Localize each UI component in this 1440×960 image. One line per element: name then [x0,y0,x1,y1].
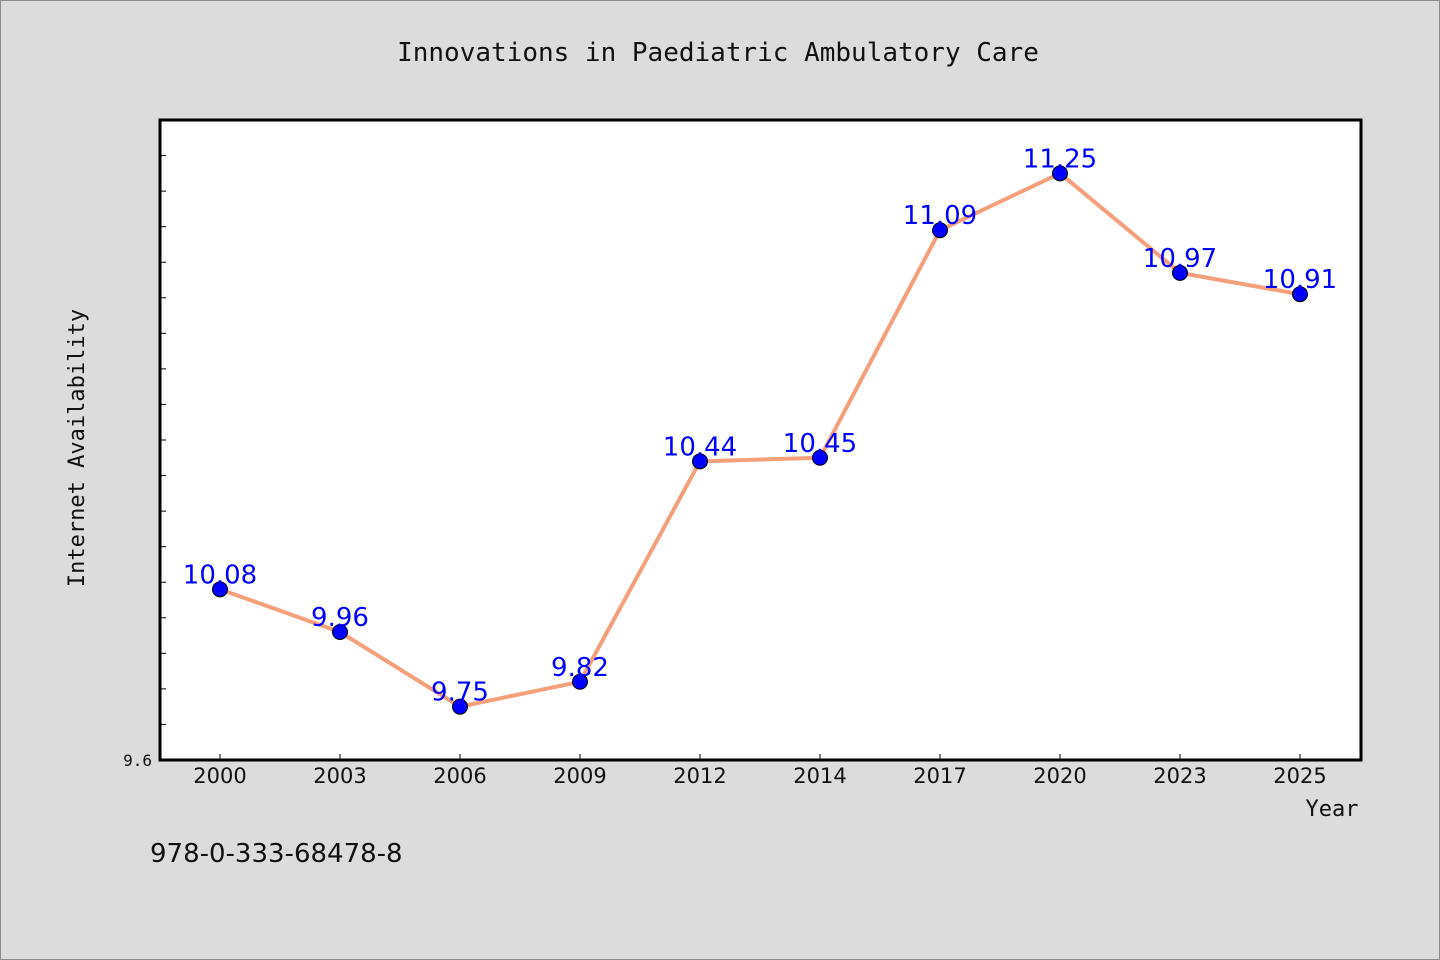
x-tick-label: 2020 [1033,764,1086,788]
y-axis-ticks: 9.6 [123,155,166,770]
x-tick-label: 2012 [673,764,726,788]
x-tick-label: 2014 [793,764,846,788]
y-tick-label: 9.6 [123,751,152,770]
data-point [1172,264,1188,281]
series-line-group [219,171,1301,709]
x-tick-label: 2025 [1273,764,1326,788]
isbn-text: 978-0-333-68478-8 [150,839,403,869]
data-label: 11.25 [1023,144,1097,174]
data-point [1292,286,1308,303]
x-tick-label: 2009 [553,764,606,788]
data-label: 9.82 [551,653,609,683]
data-point [812,449,828,466]
x-tick-label: 2000 [193,764,246,788]
data-point [932,222,948,239]
data-point [1052,165,1068,182]
x-tick-label: 2006 [433,764,486,788]
data-label: 10.45 [783,429,857,459]
data-point [212,581,228,598]
data-label: 10.08 [183,560,257,590]
data-label: 10.44 [663,432,737,462]
data-label: 10.97 [1143,244,1217,274]
series-line [219,171,1301,709]
data-point [452,698,468,715]
data-point [692,453,708,470]
plot-area [158,118,1363,762]
data-point [332,624,348,640]
data-label: 9.75 [431,678,489,708]
x-axis-label: Year [1306,797,1359,822]
data-point [572,673,588,690]
x-axis-ticks: 2000 2003 2006 2009 2012 2014 2017 2020 2023 2025 [193,754,1327,788]
x-tick-label: 2003 [313,764,366,788]
data-label: 9.96 [311,603,369,633]
chart-title: Innovations in Paediatric Ambulatory Car… [397,38,1039,68]
data-label: 10.91 [1263,265,1337,295]
x-tick-label: 2023 [1153,764,1206,788]
data-label: 11.09 [903,201,977,231]
x-tick-label: 2017 [913,764,966,788]
data-label-group: 10.08 9.96 9.75 9.82 10.44 10.45 11.09 11.25 10.… [183,144,1337,707]
marker-group [212,165,1308,715]
y-axis-label: Internet Availability [65,309,90,587]
